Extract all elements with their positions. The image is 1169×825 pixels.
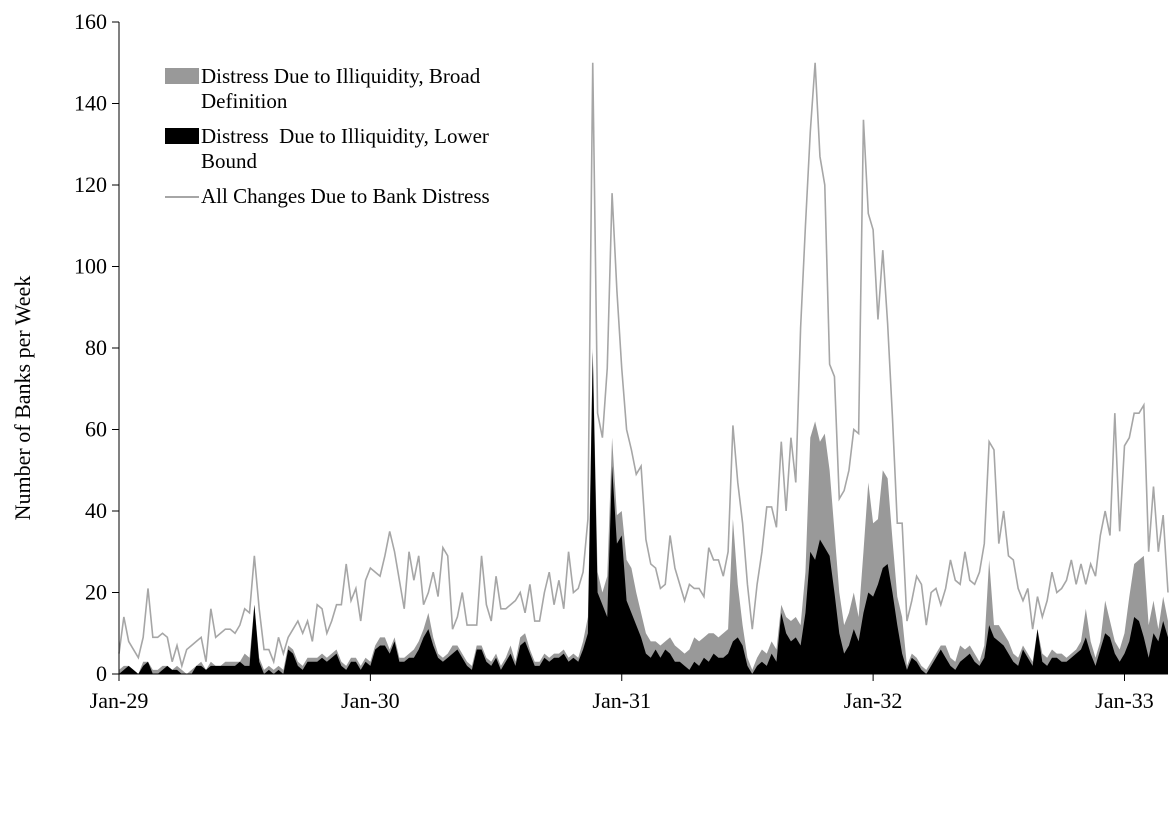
legend-item: Distress Due to Illiquidity, Broad Defin… [165, 64, 505, 114]
legend-label: Distress Due to Illiquidity, Broad Defin… [201, 64, 486, 113]
y-tick-label: 60 [85, 417, 107, 442]
legend-swatch [165, 68, 199, 84]
x-tick-label: Jan-33 [1095, 688, 1154, 713]
y-tick-label: 40 [85, 498, 107, 523]
line [118, 62, 1169, 669]
y-tick-label: 80 [85, 335, 107, 360]
y-tick-label: 160 [74, 9, 107, 34]
x-tick-label: Jan-30 [341, 688, 400, 713]
y-tick-label: 20 [85, 580, 107, 605]
legend-swatch [165, 196, 199, 198]
legend-label: All Changes Due to Bank Distress [201, 184, 490, 208]
legend-item: All Changes Due to Bank Distress [165, 184, 505, 209]
x-tick-label: Jan-29 [90, 688, 149, 713]
y-tick-label: 120 [74, 172, 107, 197]
y-tick-label: 140 [74, 91, 107, 116]
legend: Distress Due to Illiquidity, Broad Defin… [165, 64, 505, 219]
y-tick-label: 100 [74, 254, 107, 279]
x-tick-label: Jan-31 [592, 688, 651, 713]
y-axis-label: Number of Banks per Week [10, 276, 35, 521]
legend-label: Distress Due to Illiquidity, Lower Bound [201, 124, 495, 173]
y-tick-label: 0 [96, 661, 107, 686]
x-tick-label: Jan-32 [844, 688, 903, 713]
legend-swatch [165, 128, 199, 144]
legend-item: Distress Due to Illiquidity, Lower Bound [165, 124, 505, 174]
